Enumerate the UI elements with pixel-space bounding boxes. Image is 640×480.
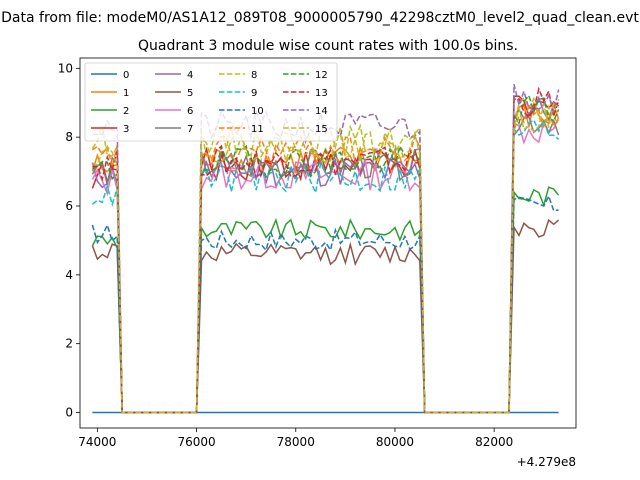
- y-tick-label: 6: [65, 199, 73, 213]
- x-axis: 74000 76000 78000 80000 82000: [78, 428, 513, 449]
- legend-label: 8: [251, 70, 257, 81]
- x-tick-label: 82000: [475, 435, 513, 449]
- x-tick-label: 74000: [78, 435, 116, 449]
- legend-label: 6: [187, 106, 193, 117]
- legend-label: 10: [251, 106, 264, 117]
- legend-label: 4: [187, 70, 193, 81]
- y-tick-label: 2: [65, 337, 73, 351]
- series-line-12: [92, 94, 560, 414]
- x-offset-label: +4.279e8: [517, 455, 576, 469]
- legend-label: 14: [315, 106, 328, 117]
- y-tick-label: 4: [65, 268, 73, 282]
- series-layer: [91, 84, 560, 414]
- series-line-15: [92, 101, 560, 414]
- x-tick-label: 80000: [376, 435, 414, 449]
- chart-title: Quadrant 3 module wise count rates with …: [138, 38, 518, 54]
- legend-label: 12: [315, 70, 328, 81]
- x-tick-label: 76000: [177, 435, 215, 449]
- series-line-2: [91, 186, 560, 414]
- x-tick-label: 78000: [277, 435, 315, 449]
- legend-label: 7: [187, 124, 193, 135]
- y-tick-label: 10: [58, 61, 73, 75]
- legend-frame: [84, 62, 338, 142]
- y-axis: 0 2 4 6 8 10: [58, 61, 80, 420]
- axes-frame: [79, 57, 577, 429]
- legend-label: 9: [251, 88, 257, 99]
- legend-label: 0: [123, 70, 129, 81]
- series-line-8: [91, 96, 560, 414]
- suptitle: Data from file: modeM0/AS1A12_089T08_900…: [1, 10, 639, 26]
- legend-label: 5: [187, 88, 193, 99]
- legend-label: 3: [123, 124, 129, 135]
- y-tick-label: 0: [65, 406, 73, 420]
- legend-label: 11: [251, 124, 264, 135]
- legend-label: 15: [315, 124, 328, 135]
- legend-label: 2: [123, 106, 129, 117]
- series-line-5: [91, 218, 560, 414]
- series-line-3: [91, 95, 560, 414]
- legend-label: 1: [123, 88, 129, 99]
- y-tick-label: 8: [65, 130, 73, 144]
- series-line-4: [91, 95, 559, 414]
- legend-label: 13: [315, 88, 328, 99]
